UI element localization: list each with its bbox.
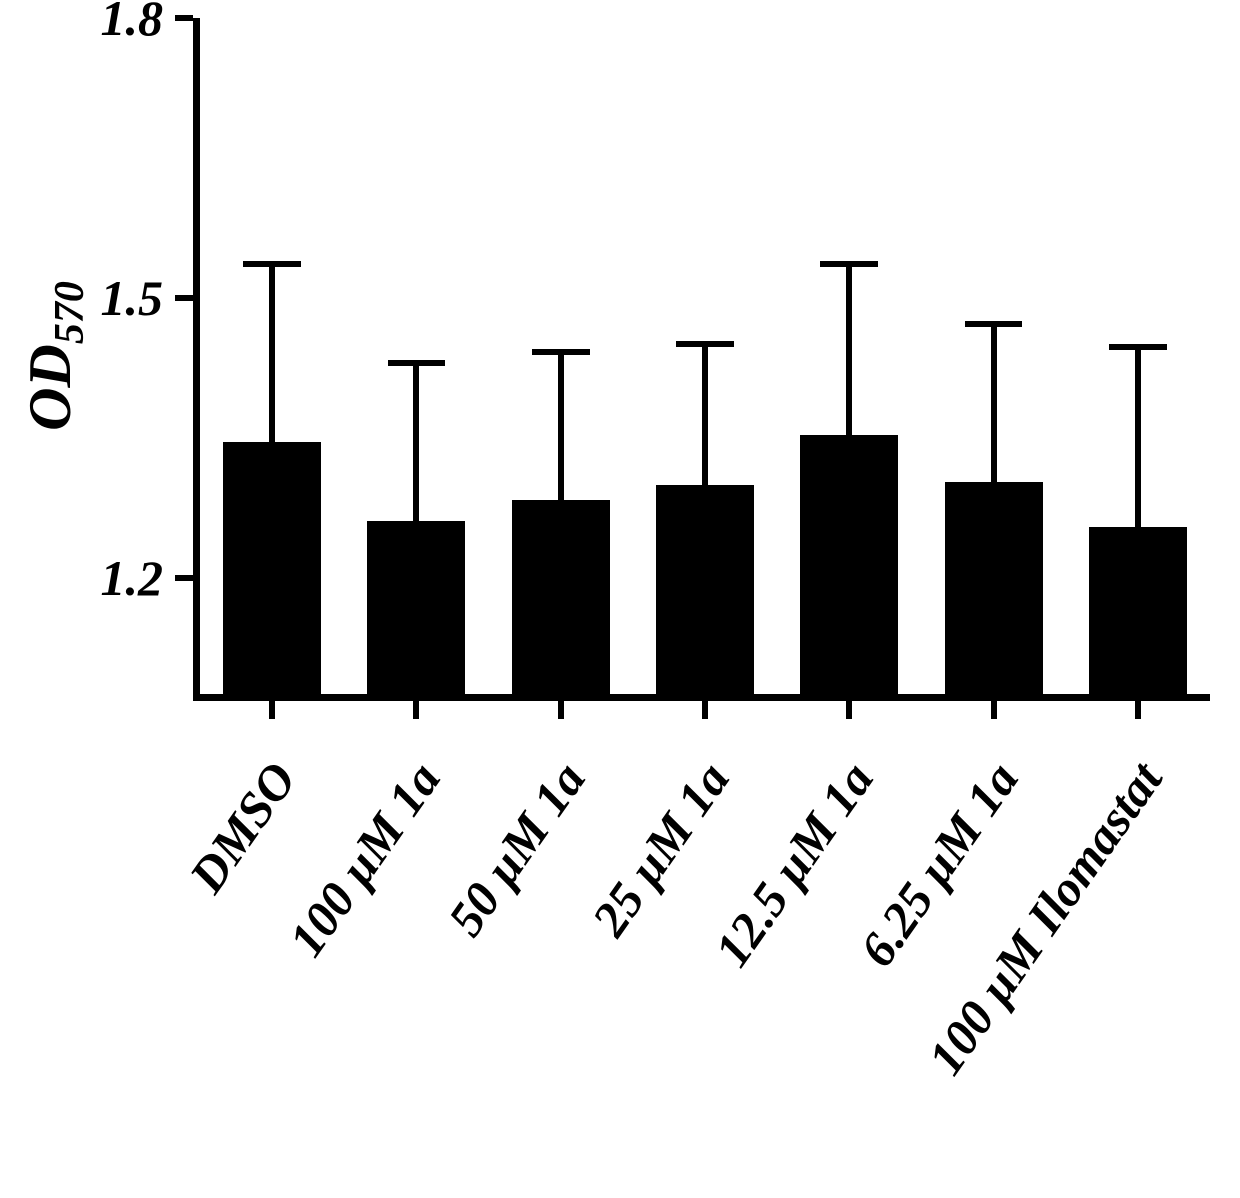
bar	[367, 521, 465, 694]
x-tick	[1135, 701, 1141, 719]
y-axis-title-subscript: 570	[47, 281, 93, 344]
y-tick	[175, 15, 193, 21]
x-tick-label: 12.5 μM 1a	[608, 751, 885, 1112]
bar	[223, 442, 321, 694]
error-bar-stem	[558, 352, 564, 500]
error-bar-cap	[388, 360, 446, 366]
error-bar-cap	[676, 341, 734, 347]
y-axis-title: OD570	[16, 281, 94, 431]
error-bar-cap	[1109, 344, 1167, 350]
bar	[945, 482, 1043, 694]
x-tick-label: 50 μM 1a	[320, 751, 597, 1112]
error-bar-stem	[413, 363, 419, 522]
x-axis-line	[193, 694, 1210, 701]
x-tick	[702, 701, 708, 719]
error-bar-cap	[965, 321, 1023, 327]
error-bar-stem	[702, 344, 708, 485]
y-tick	[175, 295, 193, 301]
error-bar-stem	[269, 264, 275, 442]
error-bar-cap	[532, 349, 590, 355]
y-tick-label: 1.2	[0, 549, 163, 607]
x-tick	[846, 701, 852, 719]
x-tick-label: 100 μM 1a	[175, 751, 452, 1112]
bar-chart: 1.21.51.8OD570DMSO100 μM 1a50 μM 1a25 μM…	[0, 0, 1240, 1198]
error-bar-cap	[243, 261, 301, 267]
bar	[800, 435, 898, 694]
x-tick-label: DMSO	[31, 751, 308, 1112]
bar	[656, 485, 754, 694]
x-tick	[269, 701, 275, 719]
x-tick-label: 25 μM 1a	[464, 751, 741, 1112]
bar	[512, 500, 610, 694]
y-tick-label: 1.8	[0, 0, 163, 47]
x-tick-label: 100 μM Ilomastat	[897, 751, 1174, 1112]
y-axis-line	[193, 18, 200, 701]
error-bar-stem	[846, 264, 852, 435]
x-tick	[413, 701, 419, 719]
x-tick-label: 6.25 μM 1a	[752, 751, 1029, 1112]
error-bar-cap	[820, 261, 878, 267]
x-tick	[558, 701, 564, 719]
y-axis-title-text: OD	[17, 344, 83, 431]
y-tick	[175, 575, 193, 581]
error-bar-stem	[991, 324, 997, 482]
error-bar-stem	[1135, 347, 1141, 527]
x-tick	[991, 701, 997, 719]
bar	[1089, 527, 1187, 694]
